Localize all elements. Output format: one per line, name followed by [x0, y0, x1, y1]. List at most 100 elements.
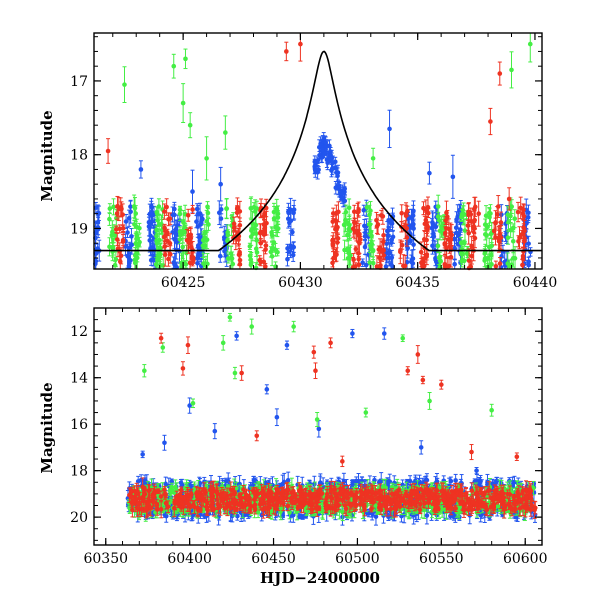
zoom-series-2-point-marker [257, 258, 262, 263]
zoom-series-2-point-marker [522, 229, 527, 234]
zoom-series-0-point-marker [363, 245, 368, 250]
zoom-series-2-point-marker [188, 241, 193, 246]
zoom-series-0-point-marker [388, 220, 393, 225]
zoom-series-0-point-marker [291, 253, 296, 258]
zoom-series-1-point-marker [483, 232, 488, 237]
zoom-series-2-point-marker [423, 222, 428, 227]
zoom-series-2-point-marker [495, 212, 500, 217]
zoom-series-2-point-marker [188, 261, 193, 266]
zoom-series-0-point-marker [285, 257, 290, 262]
zoom-series-2-point-marker [507, 197, 512, 202]
zoom-series-2-point-marker [333, 227, 338, 232]
zoom-series-1-point-marker [133, 241, 138, 246]
zoom-series-1-point-marker [122, 82, 127, 87]
zoom-series-2-point-marker [472, 218, 477, 223]
zoom-series-2-point [476, 201, 481, 226]
zoom-series-1-point-marker [230, 256, 235, 261]
zoom-series-2-point-marker [106, 149, 111, 154]
zoom-series-1-point-marker [180, 245, 185, 250]
zoom-panel-x-tick-label: 60440 [513, 275, 558, 291]
zoom-series-1-point-marker [231, 262, 236, 267]
zoom-series-0-point [387, 110, 392, 147]
zoom-series-1-point-marker [157, 255, 162, 260]
zoom-series-1-point-marker [513, 256, 518, 261]
zoom-series-1-point-marker [204, 219, 209, 224]
zoom-series-2-point [399, 205, 404, 222]
zoom-series-2-point-marker [442, 262, 447, 267]
zoom-series-1-point [107, 213, 112, 226]
zoom-series-1-point-marker [488, 211, 493, 216]
zoom-series-0-point-marker [330, 166, 335, 171]
zoom-series-1-point-marker [107, 244, 112, 249]
zoom-series-2-point-marker [516, 239, 521, 244]
zoom-series-2-point [190, 205, 195, 213]
zoom-series-2-point-marker [262, 230, 267, 235]
zoom-series-1-point-marker [437, 255, 442, 260]
zoom-series-2-point-marker [449, 247, 454, 252]
zoom-series-0-point [410, 250, 415, 269]
zoom-series-2-point [488, 108, 493, 134]
zoom-series-1-point-marker [155, 212, 160, 217]
zoom-series-0-point-marker [128, 258, 133, 263]
zoom-series-0-point [452, 259, 457, 269]
zoom-series-2-point-marker [405, 209, 410, 214]
zoom-series-1-point-marker [132, 222, 137, 227]
zoom-series-2-point-marker [166, 217, 171, 222]
zoom-series-2-point-marker [258, 231, 263, 236]
zoom-series-2-point-marker [447, 227, 452, 232]
zoom-series-1-point-marker [171, 64, 176, 69]
zoom-series-1-point-marker [486, 256, 491, 261]
zoom-series-2-point-marker [190, 207, 195, 212]
zoom-series-1-point-marker [275, 227, 280, 232]
zoom-series-2-point-marker [354, 230, 359, 235]
zoom-panel-y-tick-label: 17 [70, 74, 88, 90]
zoom-series-1-point-marker [224, 206, 229, 211]
zoom-series-2-point-marker [425, 208, 430, 213]
zoom-series-1-point-marker [462, 259, 467, 264]
zoom-series-2-point-marker [262, 212, 267, 217]
zoom-panel-x-tick-label: 60425 [161, 275, 206, 291]
zoom-series-1-point [223, 116, 228, 149]
zoom-series-0-point-marker [386, 233, 391, 238]
zoom-series-2-point-marker [355, 210, 360, 215]
zoom-series-2-point-marker [400, 243, 405, 248]
zoom-series-1-point-marker [436, 204, 441, 209]
zoom-series-0-point-marker [411, 242, 416, 247]
zoom-series-2-point-marker [168, 252, 173, 257]
zoom-series-0-point-marker [312, 159, 317, 164]
zoom-series-0-point-marker [196, 211, 201, 216]
zoom-series-2-point-marker [494, 264, 499, 269]
zoom-series-2-point-marker [499, 220, 504, 225]
zoom-series-0-point-marker [148, 234, 153, 239]
zoom-series-0-point-marker [451, 175, 456, 180]
zoom-series-0-point-marker [386, 250, 391, 255]
zoom-series-2-point-marker [473, 205, 478, 210]
zoom-series-0-point-marker [124, 219, 129, 224]
zoom-series-2-point-marker [336, 210, 341, 215]
zoom-series-2-point-marker [336, 236, 341, 241]
zoom-series-0-point-marker [218, 182, 223, 187]
zoom-series-2-point [284, 42, 289, 60]
zoom-series-2-point-marker [403, 264, 408, 269]
zoom-series-0-point-marker [147, 238, 152, 243]
zoom-series-1-point-marker [508, 228, 513, 233]
zoom-panel-y-axis-label: Magnitude [38, 110, 56, 201]
zoom-series-1-point-marker [178, 237, 183, 242]
zoom-series-0-point [427, 162, 432, 184]
zoom-series-1-point [181, 84, 186, 123]
zoom-series-2-point-marker [238, 223, 243, 228]
zoom-series-1-point-marker [371, 249, 376, 254]
zoom-series-2-point-marker [114, 227, 119, 232]
zoom-series-2-point-marker [496, 204, 501, 209]
zoom-series-1-point-marker [487, 245, 492, 250]
zoom-series-1-point-marker [135, 256, 140, 261]
zoom-series-1-point-marker [505, 261, 510, 266]
zoom-series-1-point-marker [462, 241, 467, 246]
zoom-series-0-point-marker [387, 127, 392, 132]
zoom-series-2-point-marker [298, 42, 303, 47]
zoom-series-0-point-marker [458, 227, 463, 232]
zoom-series-0-point-marker [389, 255, 394, 260]
zoom-series-1-point-marker [249, 263, 254, 268]
